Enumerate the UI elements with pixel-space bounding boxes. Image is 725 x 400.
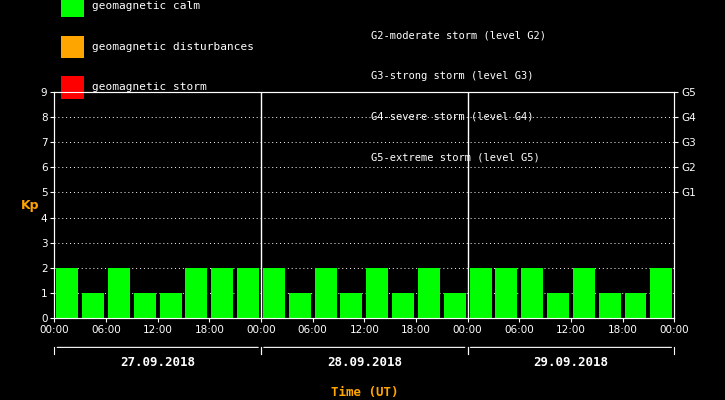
Bar [495,268,518,318]
Bar [289,293,311,318]
Text: G2-moderate storm (level G2): G2-moderate storm (level G2) [370,30,545,40]
Bar [650,268,672,318]
Bar [160,293,181,318]
Bar [82,293,104,318]
Bar [237,268,259,318]
Bar [57,268,78,318]
Text: geomagnetic storm: geomagnetic storm [91,82,207,92]
Bar [341,293,362,318]
Bar [366,268,388,318]
Bar [263,268,285,318]
Bar [315,268,336,318]
Bar [61,0,84,18]
Bar [470,268,492,318]
Text: geomagnetic calm: geomagnetic calm [91,1,199,11]
Text: 27.09.2018: 27.09.2018 [120,356,195,370]
Bar [521,268,543,318]
Text: G4-severe storm (level G4): G4-severe storm (level G4) [370,112,533,122]
Text: G5-extreme storm (level G5): G5-extreme storm (level G5) [370,152,539,162]
Bar [547,293,569,318]
Bar [418,268,440,318]
Bar [108,268,130,318]
Bar [61,76,84,99]
Bar [134,293,156,318]
Text: geomagnetic disturbances: geomagnetic disturbances [91,42,254,52]
Bar [211,268,233,318]
Bar [444,293,465,318]
Text: G3-strong storm (level G3): G3-strong storm (level G3) [370,71,533,81]
Bar [61,36,84,58]
Text: 29.09.2018: 29.09.2018 [534,356,608,370]
Text: 28.09.2018: 28.09.2018 [327,356,402,370]
Bar [573,268,594,318]
Bar [186,268,207,318]
Y-axis label: Kp: Kp [20,198,39,212]
Bar [392,293,414,318]
Bar [624,293,647,318]
Bar [599,293,621,318]
Text: Time (UT): Time (UT) [331,386,398,399]
